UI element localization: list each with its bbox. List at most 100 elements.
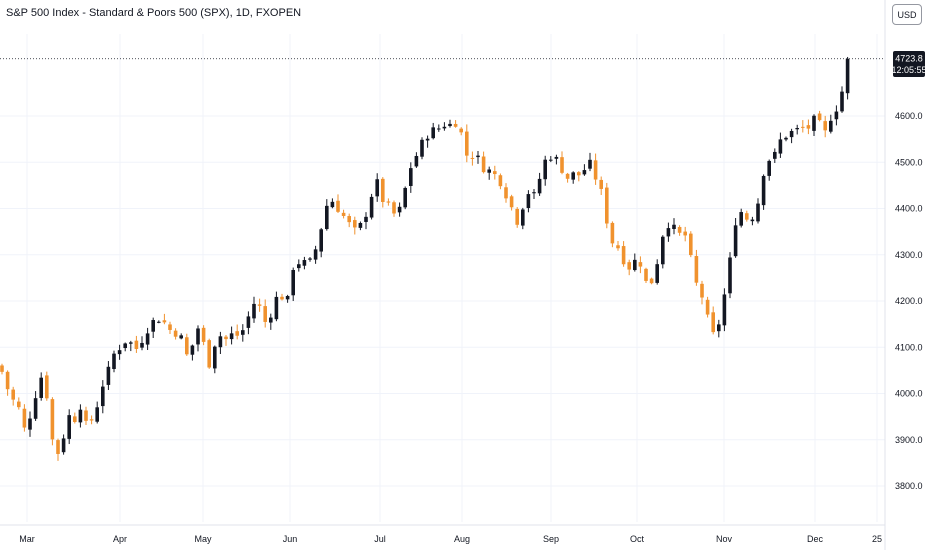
candle-body <box>554 156 559 159</box>
last-price-value: 4723.8 <box>895 54 923 64</box>
candle <box>493 165 497 180</box>
candle-body <box>509 196 514 208</box>
candle-body <box>649 278 654 284</box>
candle <box>498 173 503 190</box>
candle-body <box>543 159 547 180</box>
candle-body <box>347 216 351 223</box>
candle <box>45 371 49 401</box>
candle-body <box>369 196 374 218</box>
candle-body <box>325 205 329 230</box>
candle <box>353 216 357 235</box>
price-tick-label: 4600.0 <box>895 111 923 121</box>
candle-body <box>185 337 189 355</box>
candle <box>224 334 228 346</box>
candle <box>817 110 822 122</box>
candle <box>571 171 575 184</box>
candle-body <box>336 200 340 212</box>
candle-body <box>420 139 424 157</box>
candle <box>431 122 435 140</box>
candle-body <box>241 330 245 335</box>
candle-body <box>683 231 687 236</box>
candle <box>285 294 290 303</box>
candle-body <box>196 328 200 345</box>
candle <box>521 207 525 230</box>
candle <box>145 327 150 351</box>
candle <box>386 198 391 206</box>
candle <box>235 324 239 340</box>
time-tick-label: Sep <box>543 534 559 544</box>
price-tick-label: 4200.0 <box>895 296 923 306</box>
candle <box>50 397 55 446</box>
candle <box>801 120 805 133</box>
grid-lines <box>0 34 885 522</box>
candle <box>369 193 374 220</box>
candle <box>280 293 284 301</box>
candle <box>661 235 665 269</box>
candle-body <box>565 173 570 179</box>
candle-body <box>101 386 105 407</box>
currency-button[interactable]: USD <box>892 4 922 25</box>
price-tick-label: 4400.0 <box>895 204 923 214</box>
candle <box>56 438 60 461</box>
candle-body <box>56 440 60 454</box>
candle <box>297 259 301 272</box>
candle-body <box>11 389 15 400</box>
candle-body <box>252 303 256 319</box>
candle-body <box>521 209 525 226</box>
candle-body <box>560 157 564 173</box>
candle <box>644 267 648 284</box>
candle <box>442 122 447 131</box>
candle <box>252 296 256 323</box>
candle <box>33 391 38 421</box>
candle <box>302 256 307 270</box>
price-tick-label: 4500.0 <box>895 157 923 167</box>
candle-body <box>733 225 738 257</box>
candle <box>705 296 710 318</box>
candle <box>666 222 671 242</box>
candle-body <box>526 194 531 209</box>
time-tick-label: Nov <box>716 534 733 544</box>
candle-body <box>17 401 21 408</box>
candle <box>621 241 626 267</box>
candle <box>409 162 413 193</box>
candle <box>672 218 676 235</box>
candle-body <box>437 128 441 130</box>
candle-body <box>588 159 592 169</box>
candle <box>823 115 827 138</box>
candle <box>638 256 643 274</box>
candle-body <box>168 324 172 330</box>
candle <box>213 345 217 374</box>
candle-body <box>711 312 715 333</box>
candle <box>722 288 727 332</box>
candle-body <box>661 236 665 265</box>
candle-body <box>67 415 71 439</box>
candle-body <box>638 262 643 267</box>
candle-body <box>151 320 155 332</box>
candle <box>341 209 346 219</box>
candle-body <box>39 377 43 398</box>
candle <box>173 328 178 340</box>
price-axis[interactable]: 3800.0 3900.0 4000.0 4100.0 4200.0 4300.0 4400… <box>884 0 923 550</box>
candle-body <box>73 416 77 422</box>
candle-body <box>593 160 598 180</box>
candle-body <box>700 283 704 298</box>
candle <box>291 267 295 302</box>
candle <box>241 324 245 342</box>
time-axis[interactable]: Mar Apr May Jun Jul Aug Sep Oct Nov Dec 25 <box>0 524 885 544</box>
candle-body <box>45 375 49 399</box>
candle <box>532 188 536 199</box>
candle-body <box>364 216 368 222</box>
candle <box>453 120 458 128</box>
candle-body <box>84 410 88 421</box>
candle <box>134 335 139 353</box>
candle <box>689 231 693 258</box>
candle <box>392 200 396 217</box>
candle <box>162 313 167 325</box>
candle <box>425 135 430 148</box>
candle-body <box>655 264 659 283</box>
candle <box>17 397 21 410</box>
candle-body <box>812 115 816 131</box>
candle-body <box>481 156 486 173</box>
candle <box>537 172 542 196</box>
